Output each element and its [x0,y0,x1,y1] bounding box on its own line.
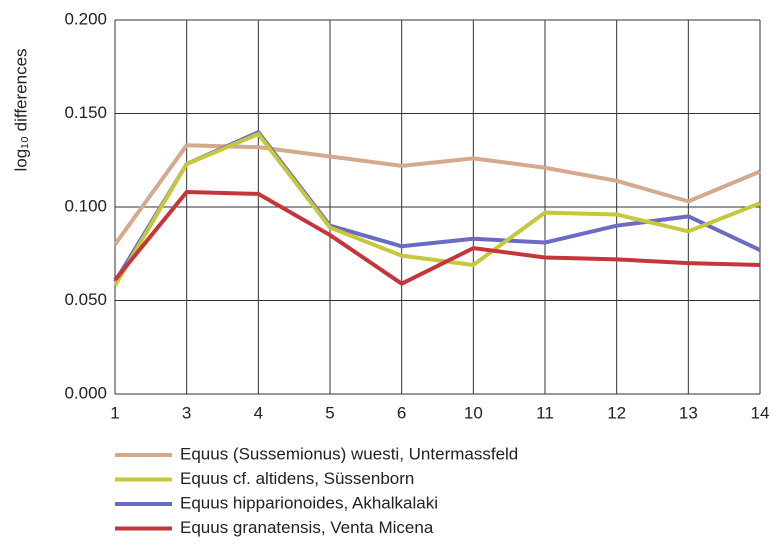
x-tick-label: 11 [536,403,554,422]
y-tick-label: 0.100 [64,196,107,215]
x-tick-label: 5 [325,403,334,422]
series-line [113,132,761,287]
x-tick-label: 13 [679,403,698,422]
x-tick-label: 12 [607,403,626,422]
series-line [113,143,761,246]
x-tick-label: 4 [254,403,263,422]
legend-label: Equus hipparionoides, Akhalkalaki [180,493,438,512]
x-tick-label: 6 [397,403,406,422]
x-tick-label: 14 [751,403,770,422]
y-tick-label: 0.150 [64,103,107,122]
x-tick-label: 1 [110,403,119,422]
x-tick-label: 3 [182,403,191,422]
x-tick-label: 10 [464,403,483,422]
y-tick-label: 0.000 [64,383,107,402]
legend-label: Equus (Sussemionus) wuesti, Untermassfel… [180,444,518,463]
y-axis-label: log₁₀ differences [11,48,30,171]
legend-label: Equus granatensis, Venta Micena [180,518,434,537]
legend-label: Equus cf. altidens, Süssenborn [180,469,414,488]
series-line [113,190,761,286]
y-tick-label: 0.050 [64,290,107,309]
y-tick-label: 0.200 [64,9,107,28]
